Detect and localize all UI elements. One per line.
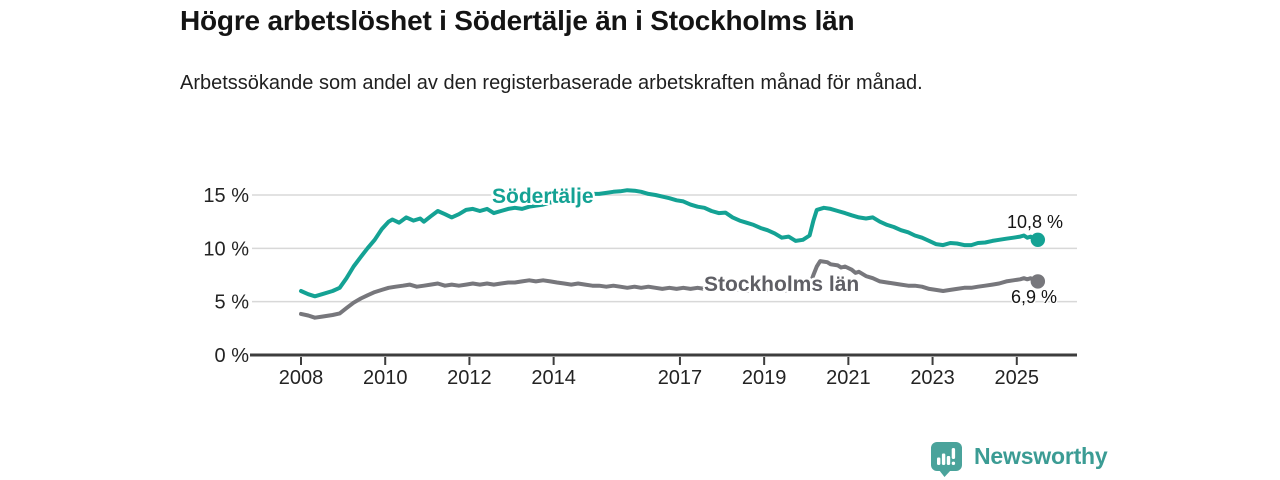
x-tick-label: 2014: [531, 367, 576, 389]
end-value-sodertalje: 10,8 %: [1007, 212, 1064, 232]
series-label-stockholms-lan: Stockholms län: [704, 273, 860, 296]
series-line-sodertalje: [299, 188, 1040, 299]
series-line-stockholms-lan: [299, 259, 1040, 320]
x-tick-label: 2010: [363, 367, 408, 389]
x-tick-label: 2012: [447, 367, 492, 389]
x-tick-label: 2019: [742, 367, 787, 389]
page-title: Högre arbetslöshet i Södertälje än i Sto…: [180, 5, 855, 36]
series-end-dot-sodertalje: [1030, 232, 1046, 247]
brand-name: Newsworthy: [974, 443, 1108, 469]
y-tick-label: 5 %: [215, 292, 250, 314]
x-tick-label: 2017: [658, 367, 703, 389]
y-tick-label: 10 %: [203, 238, 249, 260]
x-tick-label: 2023: [910, 367, 955, 389]
series-label-sodertalje: Södertälje: [492, 185, 594, 208]
newsworthy-logo: Newsworthy: [930, 441, 1108, 478]
series-end-dot-stockholms-lan: [1030, 274, 1046, 289]
x-tick-label: 2008: [279, 367, 324, 389]
x-tick-label: 2025: [995, 367, 1040, 389]
end-value-stockholms-lan: 6,9 %: [1011, 287, 1058, 307]
x-tick-label: 2021: [826, 367, 871, 389]
chart-subtitle: Arbetssökande som andel av den registerb…: [180, 72, 923, 94]
newsworthy-bubble-chart-icon: [931, 442, 962, 477]
y-tick-label: 0 %: [215, 345, 250, 367]
y-tick-label: 15 %: [203, 185, 249, 207]
